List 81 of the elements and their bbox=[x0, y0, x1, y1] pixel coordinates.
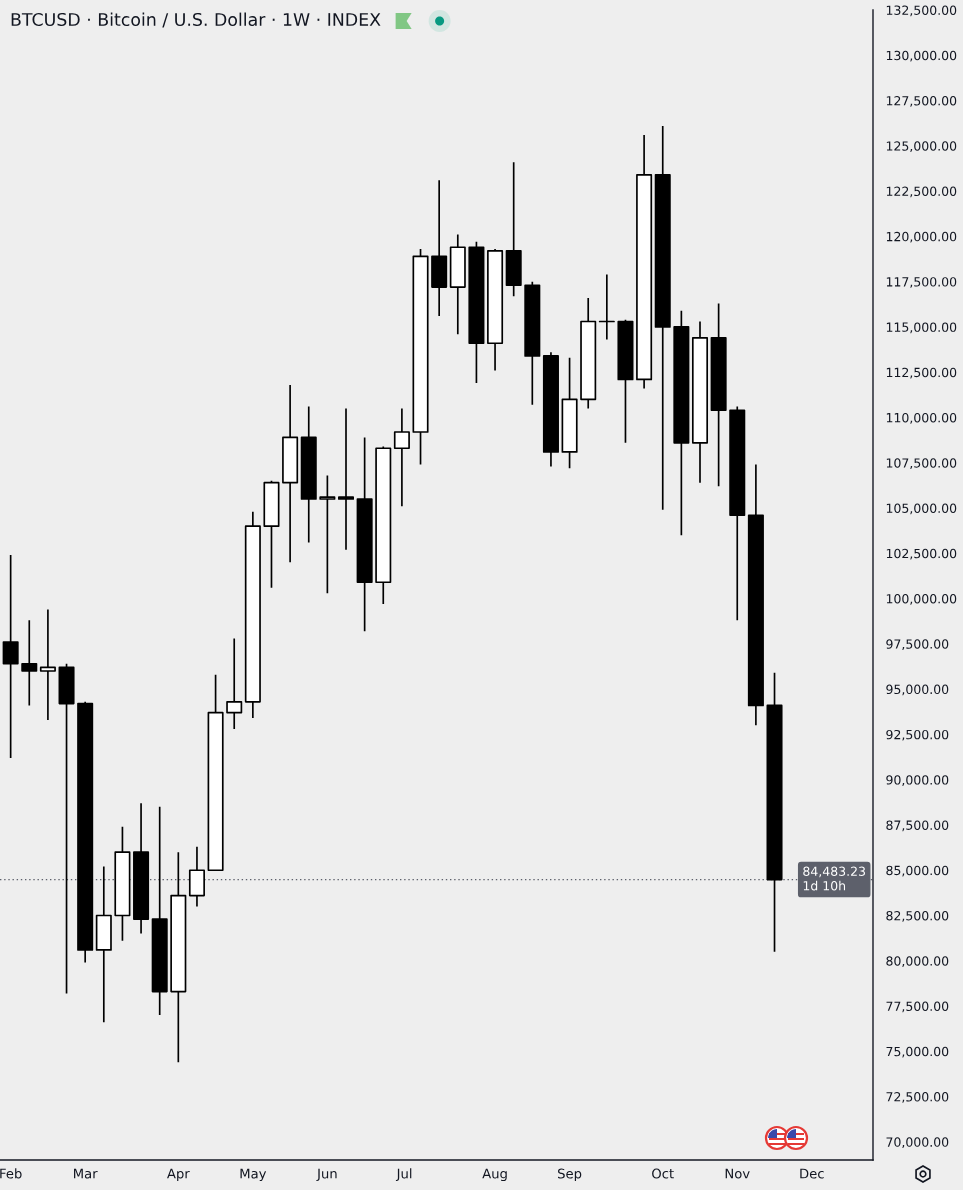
candlestick bbox=[188, 845, 205, 908]
y-tick-label: 100,000.00 bbox=[886, 594, 957, 605]
candlestick bbox=[468, 240, 485, 384]
x-tick-label: May bbox=[240, 1168, 267, 1182]
y-tick-label: 75,000.00 bbox=[886, 1046, 949, 1058]
candlestick bbox=[319, 474, 336, 594]
candlestick bbox=[133, 802, 150, 935]
y-tick-label: 95,000.00 bbox=[886, 684, 949, 696]
candlestick bbox=[207, 673, 224, 872]
candlestick bbox=[356, 436, 373, 633]
candlestick bbox=[77, 700, 94, 964]
x-tick-label: Oct bbox=[652, 1168, 674, 1179]
candlestick bbox=[412, 248, 429, 466]
candlestick bbox=[617, 318, 634, 444]
y-tick-label: 90,000.00 bbox=[886, 775, 949, 786]
x-tick-label: Aug bbox=[482, 1168, 507, 1182]
candlestick bbox=[95, 865, 112, 1024]
y-tick-label: 130,000.00 bbox=[886, 50, 957, 62]
candlestick bbox=[580, 297, 597, 410]
x-tick-label: Feb bbox=[0, 1168, 22, 1179]
candlestick bbox=[431, 179, 448, 317]
y-tick-label: 132,500.00 bbox=[886, 5, 957, 17]
candlestick bbox=[766, 671, 783, 953]
candlestick bbox=[375, 445, 392, 605]
y-tick-label: 72,500.00 bbox=[886, 1092, 949, 1103]
candlestick bbox=[226, 637, 243, 730]
y-tick-label: 105,000.00 bbox=[886, 503, 957, 515]
x-tick-label: Apr bbox=[167, 1168, 190, 1182]
candlestick bbox=[244, 510, 261, 719]
x-tick-label: Mar bbox=[74, 1168, 98, 1179]
candlestick bbox=[542, 351, 559, 468]
candlestick bbox=[691, 320, 709, 484]
candlestick bbox=[2, 554, 19, 759]
candlestick bbox=[449, 233, 466, 336]
y-tick-label: 110,000.00 bbox=[886, 412, 957, 424]
candlestick bbox=[598, 273, 615, 341]
y-tick-label: 70,000.00 bbox=[886, 1137, 949, 1149]
y-tick-label: 122,500.00 bbox=[886, 186, 957, 198]
candlestick bbox=[151, 806, 168, 1016]
candlestick bbox=[654, 125, 671, 511]
candlestick bbox=[39, 608, 56, 721]
candlestick bbox=[282, 384, 299, 564]
candlestick bbox=[58, 662, 75, 995]
x-tick-label: Jun bbox=[316, 1168, 337, 1181]
y-tick-label: 112,500.00 bbox=[886, 367, 957, 379]
candlestick bbox=[170, 851, 187, 1064]
candlestick bbox=[673, 309, 690, 537]
y-tick-label: 80,000.00 bbox=[886, 956, 949, 967]
y-tick-label: 97,500.00 bbox=[886, 639, 949, 651]
x-tick-label: Dec bbox=[800, 1168, 824, 1179]
candlestick bbox=[300, 405, 317, 544]
y-tick-label: 127,500.00 bbox=[886, 96, 957, 107]
y-tick-label: 117,500.00 bbox=[886, 277, 957, 288]
candlestick bbox=[636, 134, 653, 390]
y-tick-label: 120,000.00 bbox=[886, 231, 957, 243]
x-tick-label: Nov bbox=[725, 1168, 750, 1179]
candlestick bbox=[487, 248, 504, 372]
x-tick-label: Sep bbox=[558, 1168, 582, 1182]
candlestick bbox=[561, 356, 578, 470]
candlestick bbox=[263, 480, 280, 589]
candlestick bbox=[393, 407, 410, 508]
y-tick-label: 87,500.00 bbox=[886, 820, 949, 832]
y-tick-label: 115,000.00 bbox=[886, 322, 957, 334]
y-tick-label: 92,500.00 bbox=[886, 729, 949, 741]
y-tick-label: 125,000.00 bbox=[886, 141, 957, 153]
chart-title: BTCUSD · Bitcoin / U.S. Dollar · 1W · INDEX bbox=[11, 12, 381, 28]
y-tick-label: 107,500.00 bbox=[886, 458, 957, 469]
candlestick bbox=[729, 405, 746, 622]
y-tick-label: 85,000.00 bbox=[886, 865, 949, 877]
candlestick bbox=[337, 407, 355, 551]
x-tick-label: Jul bbox=[395, 1168, 412, 1181]
y-tick-label: 82,500.00 bbox=[886, 910, 949, 922]
y-tick-label: 102,500.00 bbox=[886, 548, 957, 560]
ref-line-label: 84,483.23 1d 10h bbox=[803, 866, 866, 891]
candlestick bbox=[747, 463, 764, 727]
candlestick bbox=[114, 825, 131, 942]
candlestick bbox=[524, 280, 541, 406]
candlestick bbox=[505, 161, 522, 297]
candlestick bbox=[710, 302, 727, 488]
y-tick-label: 77,500.00 bbox=[886, 1001, 949, 1013]
candlestick bbox=[21, 619, 38, 707]
